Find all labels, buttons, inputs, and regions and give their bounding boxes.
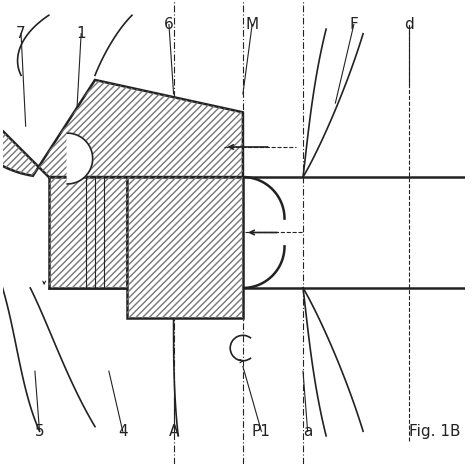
Text: a: a [303, 424, 312, 439]
Bar [127, 177, 243, 318]
Bar [49, 177, 127, 288]
Text: 5: 5 [35, 424, 44, 439]
Text: P1: P1 [252, 424, 271, 439]
Polygon shape [67, 133, 93, 184]
Polygon shape [0, 75, 243, 177]
Text: M: M [245, 17, 259, 32]
Text: 1: 1 [76, 26, 86, 41]
Bar [127, 177, 243, 318]
Bar [49, 177, 127, 288]
Text: 6: 6 [164, 17, 174, 32]
Text: d: d [405, 17, 414, 32]
Text: Fig. 1B: Fig. 1B [409, 424, 461, 439]
Text: F: F [349, 17, 358, 32]
Text: 7: 7 [16, 26, 26, 41]
Text: A: A [169, 424, 179, 439]
Text: 4: 4 [118, 424, 127, 439]
